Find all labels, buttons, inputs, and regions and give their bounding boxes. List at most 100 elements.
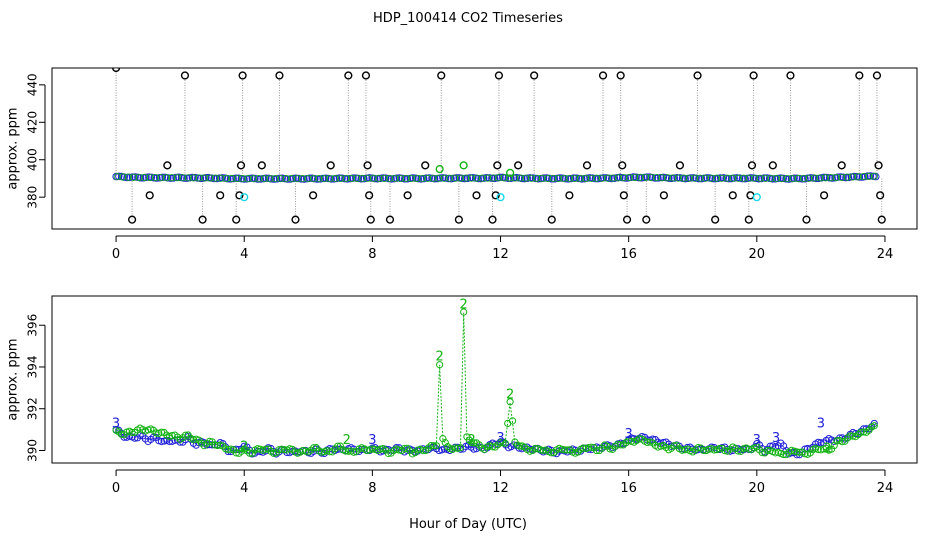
p1-baseline-point-alt bbox=[288, 175, 296, 183]
p1-calibration-point bbox=[616, 71, 625, 80]
p1-baseline-point-alt bbox=[418, 174, 426, 183]
p1-baseline-point-alt bbox=[396, 174, 405, 183]
p1-baseline-point-alt bbox=[571, 174, 579, 183]
p2-series-label: 2 bbox=[506, 387, 514, 402]
p1-baseline-point-alt bbox=[652, 174, 661, 182]
p1-y-tick-label: 380 bbox=[26, 186, 40, 209]
p1-baseline-point-alt bbox=[696, 174, 704, 182]
p1-calibration-point bbox=[547, 215, 556, 224]
p2-series-point-3 bbox=[165, 437, 174, 446]
p2-y-tick-label: 392 bbox=[26, 397, 40, 420]
p2-series-point-2 bbox=[819, 445, 828, 453]
p1-calibration-point bbox=[275, 71, 284, 80]
p1-baseline-point-alt bbox=[538, 174, 546, 182]
p2-series-point-2 bbox=[833, 437, 841, 445]
p2-series-point-2 bbox=[801, 450, 809, 458]
p1-baseline-point-alt bbox=[511, 174, 519, 182]
p1-baseline-point-alt bbox=[554, 174, 563, 183]
p2-series-point-2 bbox=[606, 445, 614, 453]
p2-x-tick-label: 24 bbox=[877, 481, 894, 496]
p2-series-point-2 bbox=[460, 308, 468, 316]
p1-baseline-point-alt bbox=[576, 174, 584, 183]
p1-baseline-point-alt bbox=[680, 174, 688, 182]
p1-baseline-point-alt bbox=[326, 174, 334, 183]
p1-baseline-point-alt bbox=[810, 174, 819, 182]
p1-x-tick-label: 16 bbox=[620, 247, 637, 262]
p1-baseline-point-alt bbox=[767, 174, 775, 183]
p1-calibration-point bbox=[454, 215, 463, 224]
p2-series-label: 2 bbox=[343, 433, 351, 448]
p1-baseline-point-alt bbox=[565, 174, 573, 183]
p1-baseline-point-alt bbox=[239, 175, 247, 183]
p2-series-point-2 bbox=[181, 431, 190, 439]
p1-baseline-point-alt bbox=[462, 174, 470, 182]
p1-baseline-point-alt bbox=[113, 173, 121, 181]
p1-baseline-point-alt bbox=[130, 173, 138, 181]
p1-calibration-point bbox=[459, 161, 468, 170]
p1-calibration-point bbox=[728, 191, 737, 200]
p1-baseline-point-alt bbox=[663, 174, 672, 182]
p1-calibration-point bbox=[385, 215, 395, 224]
p1-calibration-point bbox=[514, 161, 523, 170]
p1-calibration-point bbox=[642, 215, 651, 224]
p1-baseline-point-alt bbox=[805, 174, 813, 182]
p1-calibration-point bbox=[344, 71, 353, 80]
p1-calibration-point bbox=[874, 161, 883, 170]
p1-baseline-point-alt bbox=[222, 174, 230, 183]
p1-calibration-point bbox=[622, 215, 632, 224]
p2-series-point-2 bbox=[496, 439, 505, 447]
p1-baseline-point-alt bbox=[195, 174, 203, 182]
p1-baseline-point-alt bbox=[478, 174, 486, 182]
p2-series-point-2 bbox=[456, 444, 465, 452]
p1-calibration-point bbox=[363, 161, 372, 170]
p1-y-tick-label: 400 bbox=[26, 148, 40, 171]
p1-calibration-point bbox=[491, 191, 500, 200]
p1-baseline-point-alt bbox=[745, 174, 753, 182]
p1-baseline-point-alt bbox=[445, 174, 454, 182]
p1-baseline-point-alt bbox=[364, 174, 372, 182]
p2-x-tick-label: 0 bbox=[112, 481, 120, 496]
p2-series-label: 3 bbox=[112, 417, 120, 432]
p2-series-point-2 bbox=[350, 448, 358, 456]
p1-baseline-point-alt bbox=[298, 175, 307, 183]
p2-series-point-2 bbox=[468, 438, 476, 447]
p1-calibration-point bbox=[257, 161, 266, 170]
p1-baseline-point-alt bbox=[162, 174, 170, 182]
chart-title: HDP_100414 CO2 Timeseries bbox=[373, 11, 563, 26]
p1-baseline-point-alt bbox=[734, 174, 742, 182]
p1-baseline-point-alt bbox=[772, 174, 780, 183]
p1-y-axis-label: approx. ppm bbox=[6, 107, 21, 189]
p1-calibration-point bbox=[145, 191, 154, 200]
p2-series-point-2 bbox=[441, 439, 449, 447]
p1-calibration-point bbox=[232, 215, 241, 224]
p2-series-point-2 bbox=[625, 437, 633, 445]
p1-baseline-point-alt bbox=[484, 174, 492, 182]
p1-baseline-point-alt bbox=[870, 172, 878, 180]
p1-baseline-point-alt bbox=[337, 174, 345, 183]
p2-series-point-2 bbox=[168, 432, 176, 440]
p2-y-tick-label: 390 bbox=[26, 439, 40, 462]
p2-series-label: 3 bbox=[496, 431, 504, 446]
p1-baseline-point-alt bbox=[473, 174, 481, 182]
p2-series-point-2 bbox=[560, 446, 569, 454]
p1-calibration-point bbox=[619, 191, 628, 200]
p1-baseline-point-alt bbox=[380, 174, 388, 183]
p1-calibration-point bbox=[819, 191, 829, 200]
p1-calibration-point bbox=[872, 71, 882, 80]
p2-series-point-2 bbox=[705, 445, 713, 453]
p2-series-point-2 bbox=[710, 446, 718, 454]
p2-series-point-2 bbox=[430, 442, 438, 450]
p2-series-point-2 bbox=[681, 446, 689, 454]
p1-baseline-point-alt bbox=[707, 174, 715, 182]
p1-x-tick-label: 12 bbox=[492, 247, 509, 262]
p2-series-point-2 bbox=[227, 445, 235, 453]
p1-calibration-point bbox=[530, 71, 539, 80]
p1-baseline-point-alt bbox=[789, 174, 797, 183]
p2-series-point-2 bbox=[699, 446, 708, 455]
p1-calibration-point bbox=[216, 191, 225, 200]
p1-calibration-point bbox=[855, 71, 864, 80]
p1-baseline-point-alt bbox=[206, 174, 214, 182]
p1-baseline-point-alt bbox=[331, 174, 339, 183]
